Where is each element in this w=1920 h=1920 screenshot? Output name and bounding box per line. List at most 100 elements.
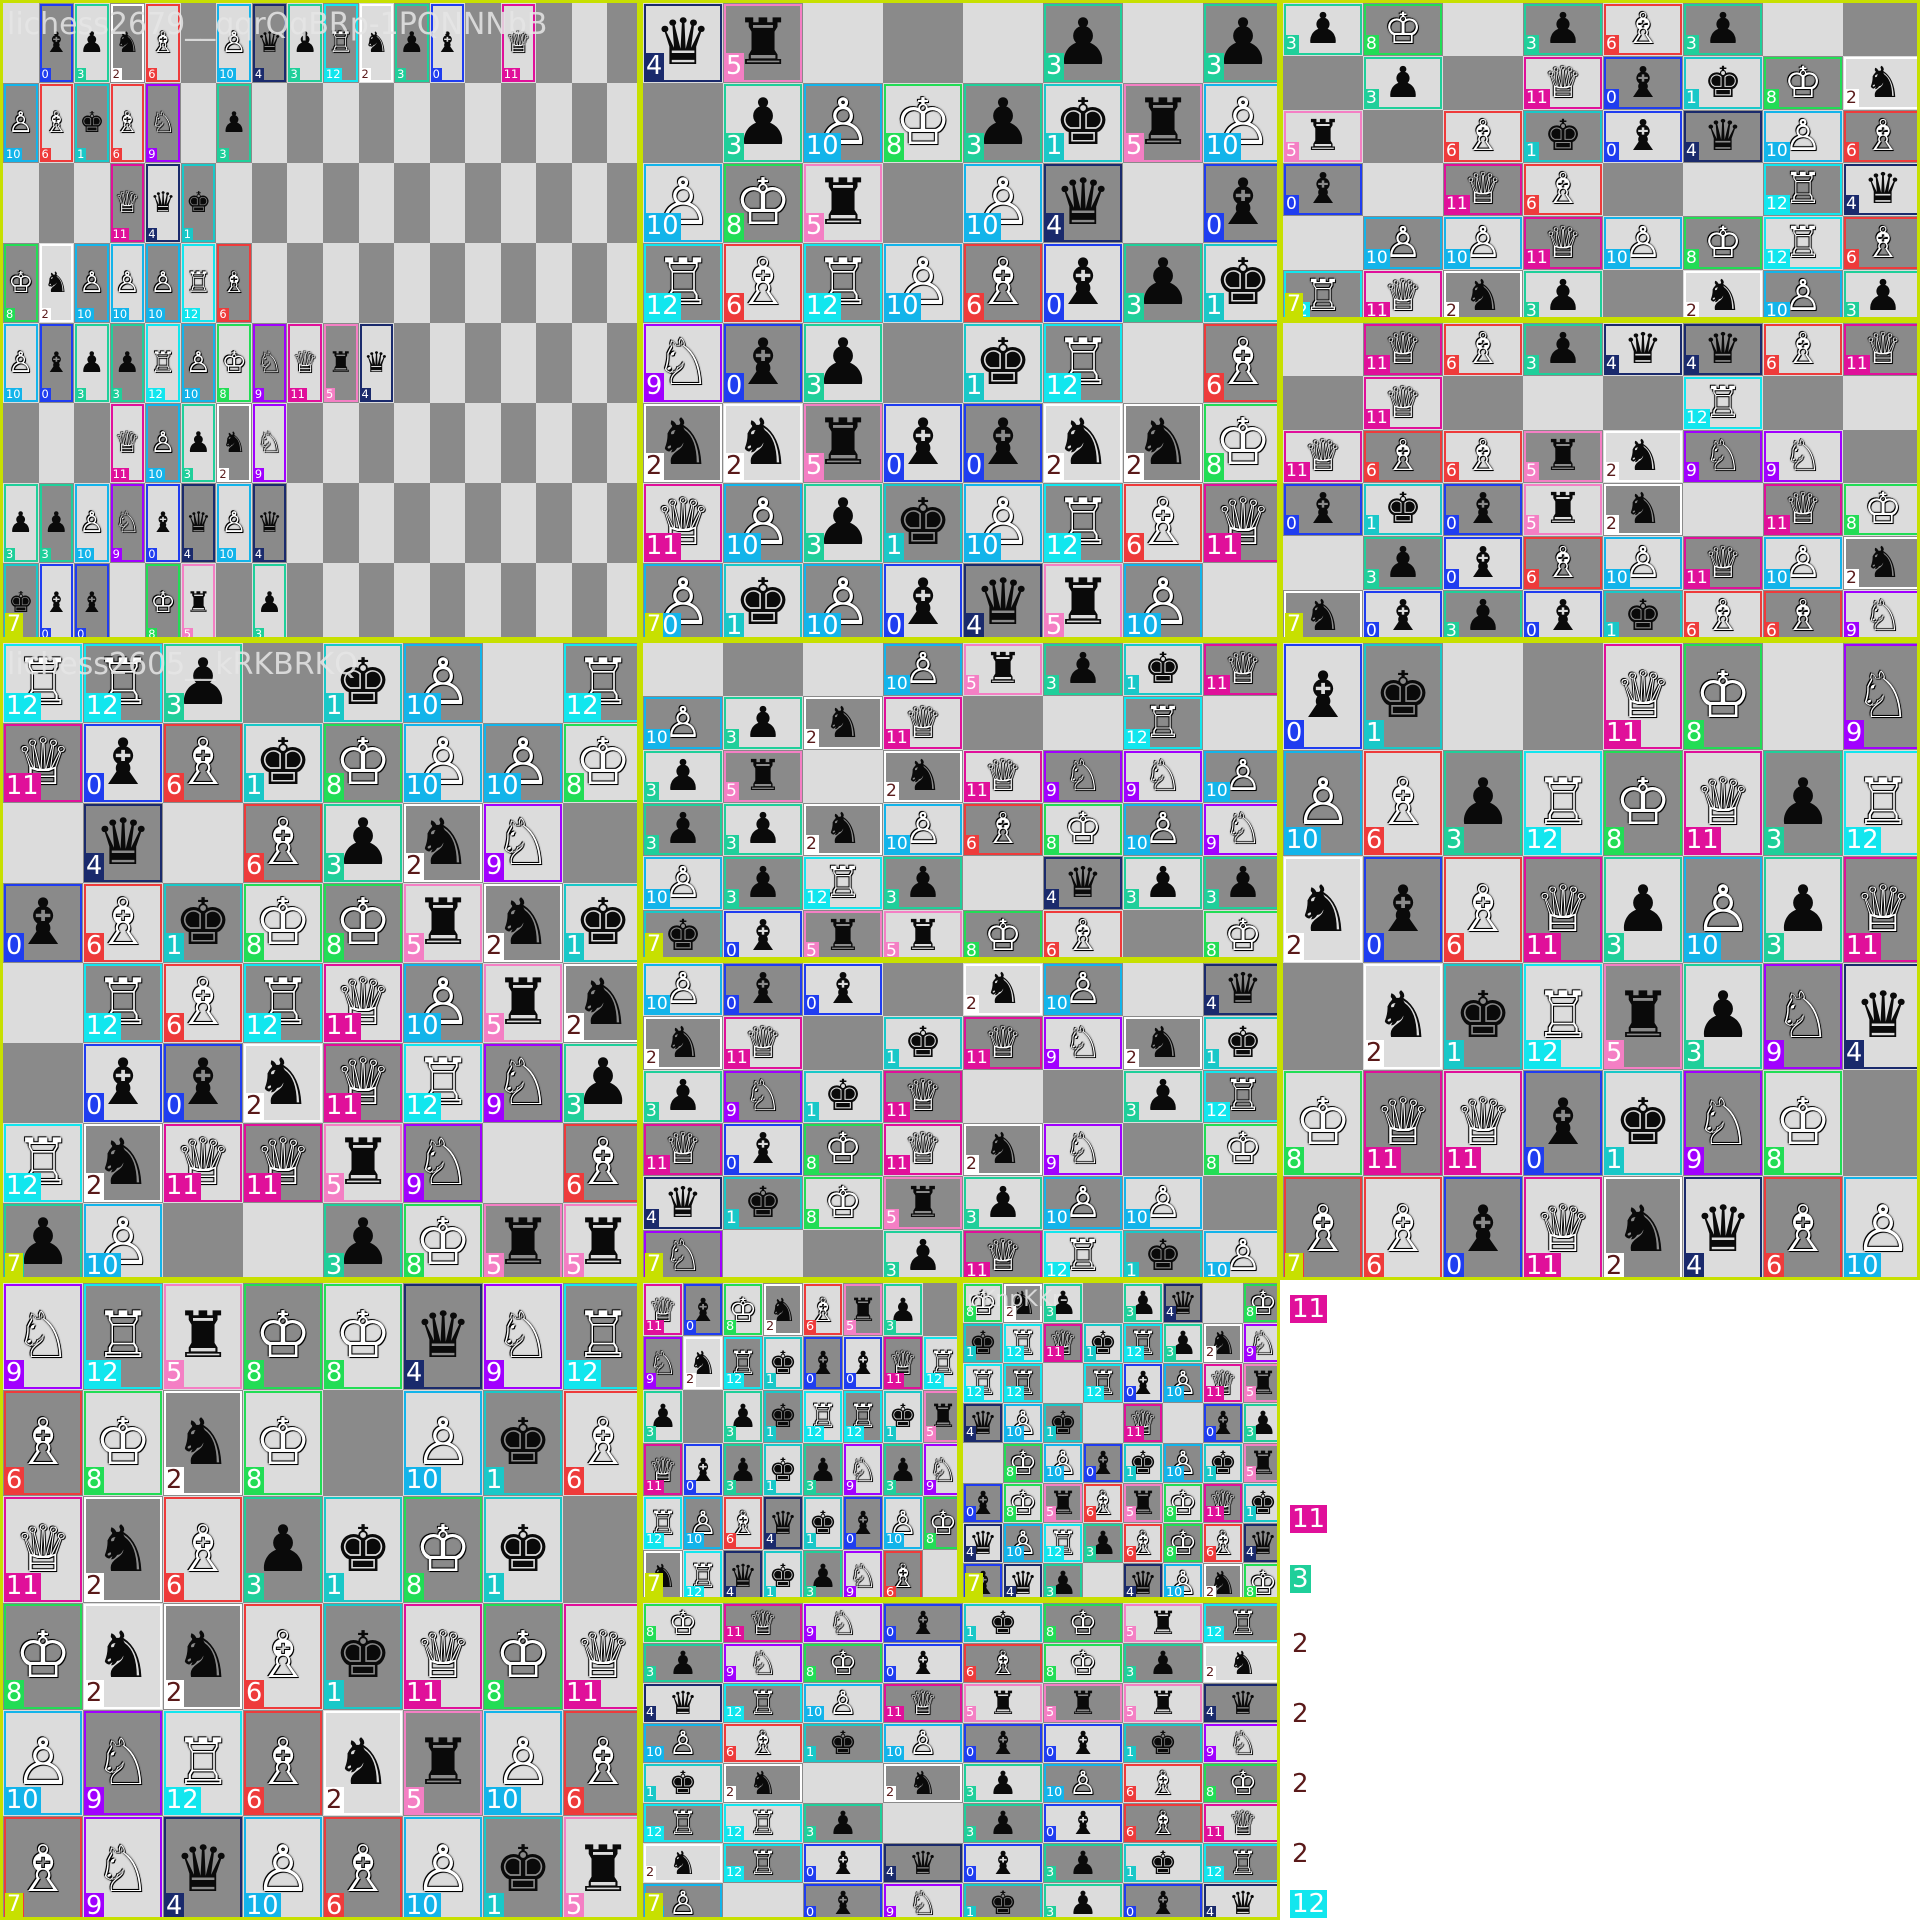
board-square [1603, 163, 1683, 217]
board-square [1283, 216, 1363, 270]
chess-piece-icon: ♕ [505, 25, 532, 59]
board-square: ♟ [1123, 243, 1203, 323]
board-square [723, 1883, 803, 1917]
class-label: 1 [1204, 1465, 1217, 1481]
class-label: 12 [564, 691, 601, 722]
board-square [607, 563, 637, 637]
class-label: 10 [217, 66, 236, 81]
class-label: 3 [724, 131, 745, 162]
chess-piece-icon: ♛ [256, 505, 283, 539]
board-square [1763, 643, 1843, 750]
chess-piece-icon: ♟ [185, 425, 212, 459]
chess-piece-icon: ♗ [114, 105, 141, 139]
class-label: 3 [252, 626, 265, 640]
class-label: 10 [75, 306, 94, 321]
stray-class-label: 2 [1290, 1699, 1311, 1729]
board-square [607, 483, 637, 563]
board-square [1763, 3, 1843, 57]
board-square [429, 163, 466, 243]
class-label: 6 [1364, 824, 1385, 855]
chess-piece-icon: ♘ [256, 345, 283, 379]
board-square [429, 483, 466, 563]
board-square [803, 749, 883, 803]
class-label: 10 [217, 546, 236, 561]
class-label: 4 [1844, 1038, 1865, 1069]
class-label: 8 [217, 386, 229, 401]
class-label: 10 [1124, 611, 1161, 640]
class-label: 2 [404, 851, 425, 882]
class-label: 3 [75, 66, 87, 81]
class-label: 3 [884, 1318, 897, 1335]
class-label: 2 [1204, 1585, 1217, 1600]
class-label: 8 [244, 1464, 265, 1495]
class-label: 5 [1284, 140, 1299, 161]
class-label: 3 [724, 834, 739, 855]
class-label: 2 [484, 931, 505, 962]
class-label: 11 [644, 1318, 665, 1335]
board-square: ♝ [429, 3, 466, 83]
class-label: 3 [724, 727, 739, 748]
class-label: 6 [1764, 354, 1779, 375]
class-label: 0 [1604, 140, 1619, 161]
class-label: 10 [1844, 1251, 1881, 1280]
class-label: 1 [484, 1571, 505, 1602]
class-label: 8 [4, 306, 16, 321]
class-label: 11 [1204, 1825, 1225, 1841]
class-label: 3 [1364, 567, 1379, 588]
class-label: 4 [404, 1358, 425, 1389]
class-label: 12 [244, 1011, 281, 1042]
class-label: 11 [724, 1625, 745, 1641]
class-label: 1 [75, 146, 87, 161]
board-square [243, 1203, 323, 1277]
mosaic-tile: ♕ 11 ♝ 0 ♔ 8 ♞ 2 ♗ 6 ♜ 5 ♟ 3 ♘ 9 ♞ 2 ♖ 12 ♚ 1 ♝ 0 ♝ 0 ♕ 11 ♖ 12 ♟ 3 ♟ 3 ♚ 1… [640, 1280, 960, 1600]
class-label: 10 [4, 386, 23, 401]
class-label: 8 [1204, 1785, 1217, 1801]
class-label: 5 [1524, 460, 1539, 481]
board-square [1363, 163, 1443, 217]
class-label: 10 [644, 211, 681, 242]
class-label: 0 [75, 626, 87, 640]
class-label: 6 [564, 1784, 585, 1815]
class-label: 1 [1364, 718, 1385, 749]
class-label: 10 [1044, 1207, 1070, 1228]
class-label: 0 [724, 371, 745, 402]
class-label: 6 [1124, 1785, 1137, 1801]
mosaic-tile: ♛ 4 ♜ 5 ♟ 3 ♟ 3 ♟ 3 ♙ 10 ♔ 8 ♟ 3 ♚ 1 ♜ 5 ♙ 10 ♙ 10 ♔ 8 ♜ 5 ♙ 10 ♛ 4 ♝ 0 ♖ 1… [640, 0, 1280, 640]
class-label: 5 [844, 1318, 857, 1335]
chess-piece-icon: ♞ [43, 265, 70, 299]
class-label: 11 [964, 780, 990, 801]
class-label: 9 [84, 1784, 105, 1815]
class-label: 10 [1164, 1465, 1185, 1481]
class-label: 1 [164, 931, 185, 962]
class-label: 3 [1044, 1905, 1057, 1920]
board-square [803, 3, 883, 83]
class-label: 12 [164, 1784, 201, 1815]
class-label: 1 [1204, 291, 1225, 322]
class-label: 0 [964, 1865, 977, 1881]
class-label: 3 [1124, 887, 1139, 908]
class-label: 6 [1044, 940, 1059, 960]
class-label: 6 [4, 1464, 25, 1495]
class-label: 1 [964, 371, 985, 402]
class-label: 1 [1364, 514, 1379, 535]
class-label: 6 [164, 1011, 185, 1042]
board-square [1083, 1283, 1123, 1323]
class-label: 3 [1044, 51, 1065, 82]
chess-piece-icon: ♕ [114, 425, 141, 459]
class-label: 8 [324, 931, 345, 962]
class-label: 3 [644, 1665, 657, 1681]
board-square [536, 3, 572, 83]
class-label: 1 [804, 1100, 819, 1121]
class-label: 0 [1444, 1251, 1465, 1280]
board-square [243, 643, 323, 723]
class-label: 6 [1364, 1251, 1385, 1280]
class-label: 12 [324, 66, 343, 81]
board-square [536, 563, 572, 637]
chess-piece-icon: ♔ [221, 345, 247, 379]
class-label: 11 [110, 226, 130, 241]
board-square [803, 1016, 883, 1070]
class-label: 4 [1684, 1251, 1705, 1280]
class-label: 2 [644, 1047, 659, 1068]
class-label: 12 [924, 1371, 945, 1388]
board-square [429, 563, 466, 637]
